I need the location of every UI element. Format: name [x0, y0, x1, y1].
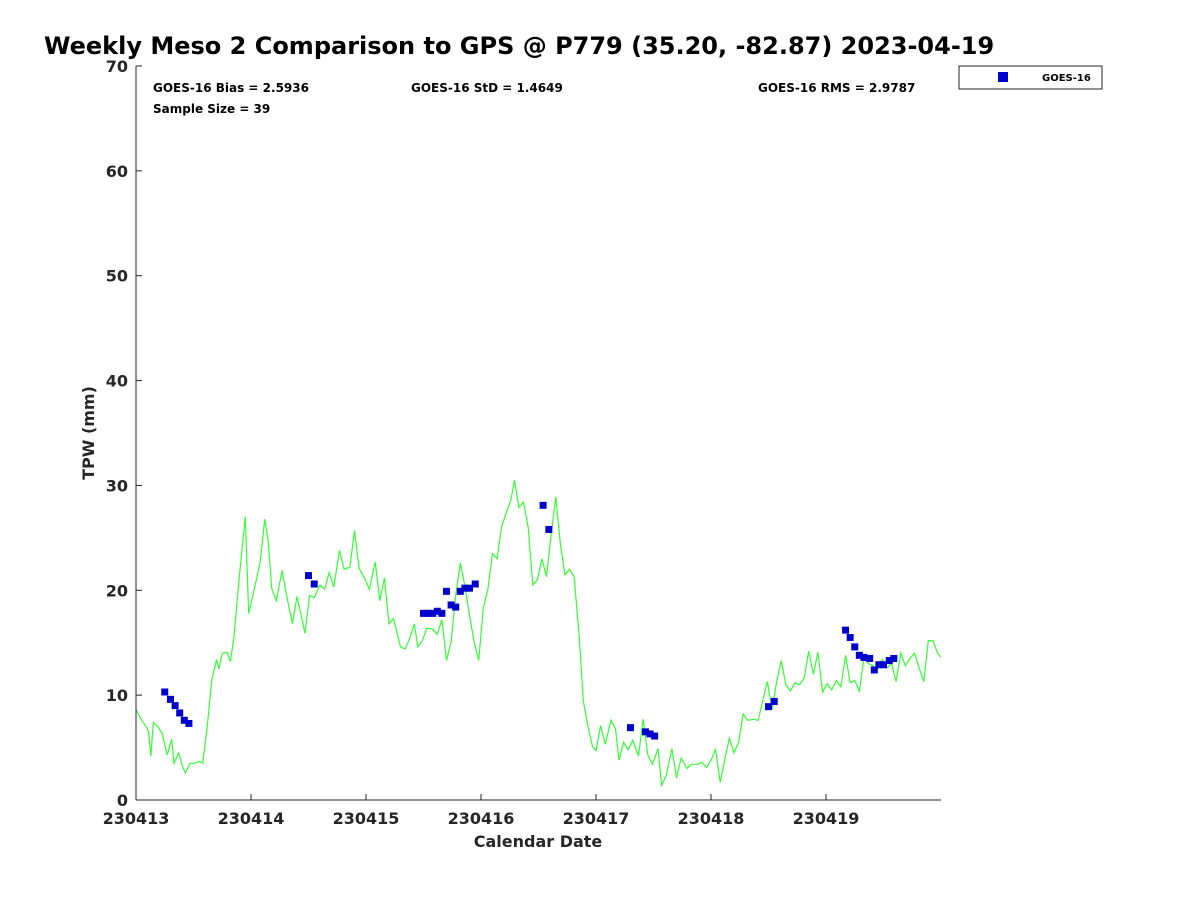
chart-title: Weekly Meso 2 Comparison to GPS @ P779 (…	[44, 32, 994, 60]
goes16-point-19	[471, 580, 479, 588]
y-tick-label-6: 60	[106, 162, 128, 181]
goes16-point-32	[860, 653, 868, 661]
goes16-point-24	[646, 730, 654, 738]
goes16-point-13	[443, 587, 450, 595]
y-tick-label-5: 50	[106, 267, 128, 286]
x-tick-label-1: 230414	[218, 809, 285, 828]
ticks-layer: 0 10 20 30 40 50 60 70 230413 230414 230415 230416 2…	[103, 57, 860, 828]
goes16-point-7	[310, 580, 318, 588]
goes16-point-21	[545, 525, 553, 533]
goes16-point-15	[452, 603, 460, 611]
goes16-point-6	[305, 572, 312, 580]
goes16-point-11	[433, 607, 441, 615]
x-tick-label-2: 230415	[333, 809, 400, 828]
goes16-point-34	[870, 666, 878, 674]
goes16-point-31	[855, 651, 863, 659]
goes16-point-18	[466, 584, 473, 592]
y-tick-label-3: 30	[106, 476, 128, 495]
goes16-point-29	[846, 633, 854, 641]
plot-area	[136, 66, 941, 800]
x-tick-label-4: 230417	[563, 809, 630, 828]
goes16-point-5	[185, 719, 193, 727]
goes16-point-20	[539, 501, 547, 509]
goes16-point-26	[765, 703, 772, 711]
y-tick-label-2: 20	[106, 581, 128, 600]
goes16-point-33	[866, 654, 874, 662]
goes16-point-23	[641, 728, 649, 736]
sample-size-stat: Sample Size = 39	[153, 102, 270, 116]
bias-stat: GOES-16 Bias = 2.5936	[153, 81, 309, 95]
x-axis-label: Calendar Date	[474, 832, 603, 851]
legend: GOES-16	[958, 65, 1103, 90]
goes16-point-37	[885, 657, 893, 665]
legend-marker-goes16	[998, 72, 1008, 82]
goes16-point-2	[171, 702, 179, 710]
goes16-point-30	[851, 643, 859, 651]
goes16-point-4	[180, 716, 188, 724]
x-tick-label-3: 230416	[448, 809, 515, 828]
x-tick-label-5: 230418	[678, 809, 745, 828]
goes16-point-22	[627, 724, 634, 732]
legend-label-goes16: GOES-16	[1042, 73, 1091, 84]
goes16-point-25	[651, 732, 659, 740]
goes16-point-38	[890, 654, 898, 662]
goes16-point-1	[167, 695, 174, 703]
x-tick-label-6: 230419	[793, 809, 860, 828]
rms-stat: GOES-16 RMS = 2.9787	[758, 81, 915, 95]
y-tick-label-0: 0	[117, 791, 128, 810]
goes16-point-17	[461, 584, 469, 592]
std-stat: GOES-16 StD = 1.4649	[411, 81, 563, 95]
x-tick-label-0: 230413	[103, 809, 170, 828]
goes16-point-10	[429, 609, 437, 617]
goes16-point-8	[420, 609, 427, 617]
goes16-point-28	[842, 626, 850, 634]
gps-line	[135, 480, 942, 788]
y-tick-label-1: 10	[106, 686, 128, 705]
goes16-point-12	[438, 609, 446, 617]
plot-layer	[135, 480, 942, 788]
goes16-point-0	[161, 688, 169, 696]
y-tick-label-7: 70	[106, 57, 128, 76]
y-tick-label-4: 40	[106, 372, 128, 391]
goes16-point-9	[424, 609, 432, 617]
goes16-point-14	[447, 601, 455, 609]
goes16-point-27	[770, 697, 778, 705]
legend-box	[958, 65, 1103, 90]
y-axis-label: TPW (mm)	[79, 386, 98, 480]
goes16-point-36	[880, 661, 887, 669]
goes16-point-35	[875, 661, 883, 669]
goes16-point-16	[456, 587, 464, 595]
goes16-point-3	[176, 709, 184, 717]
